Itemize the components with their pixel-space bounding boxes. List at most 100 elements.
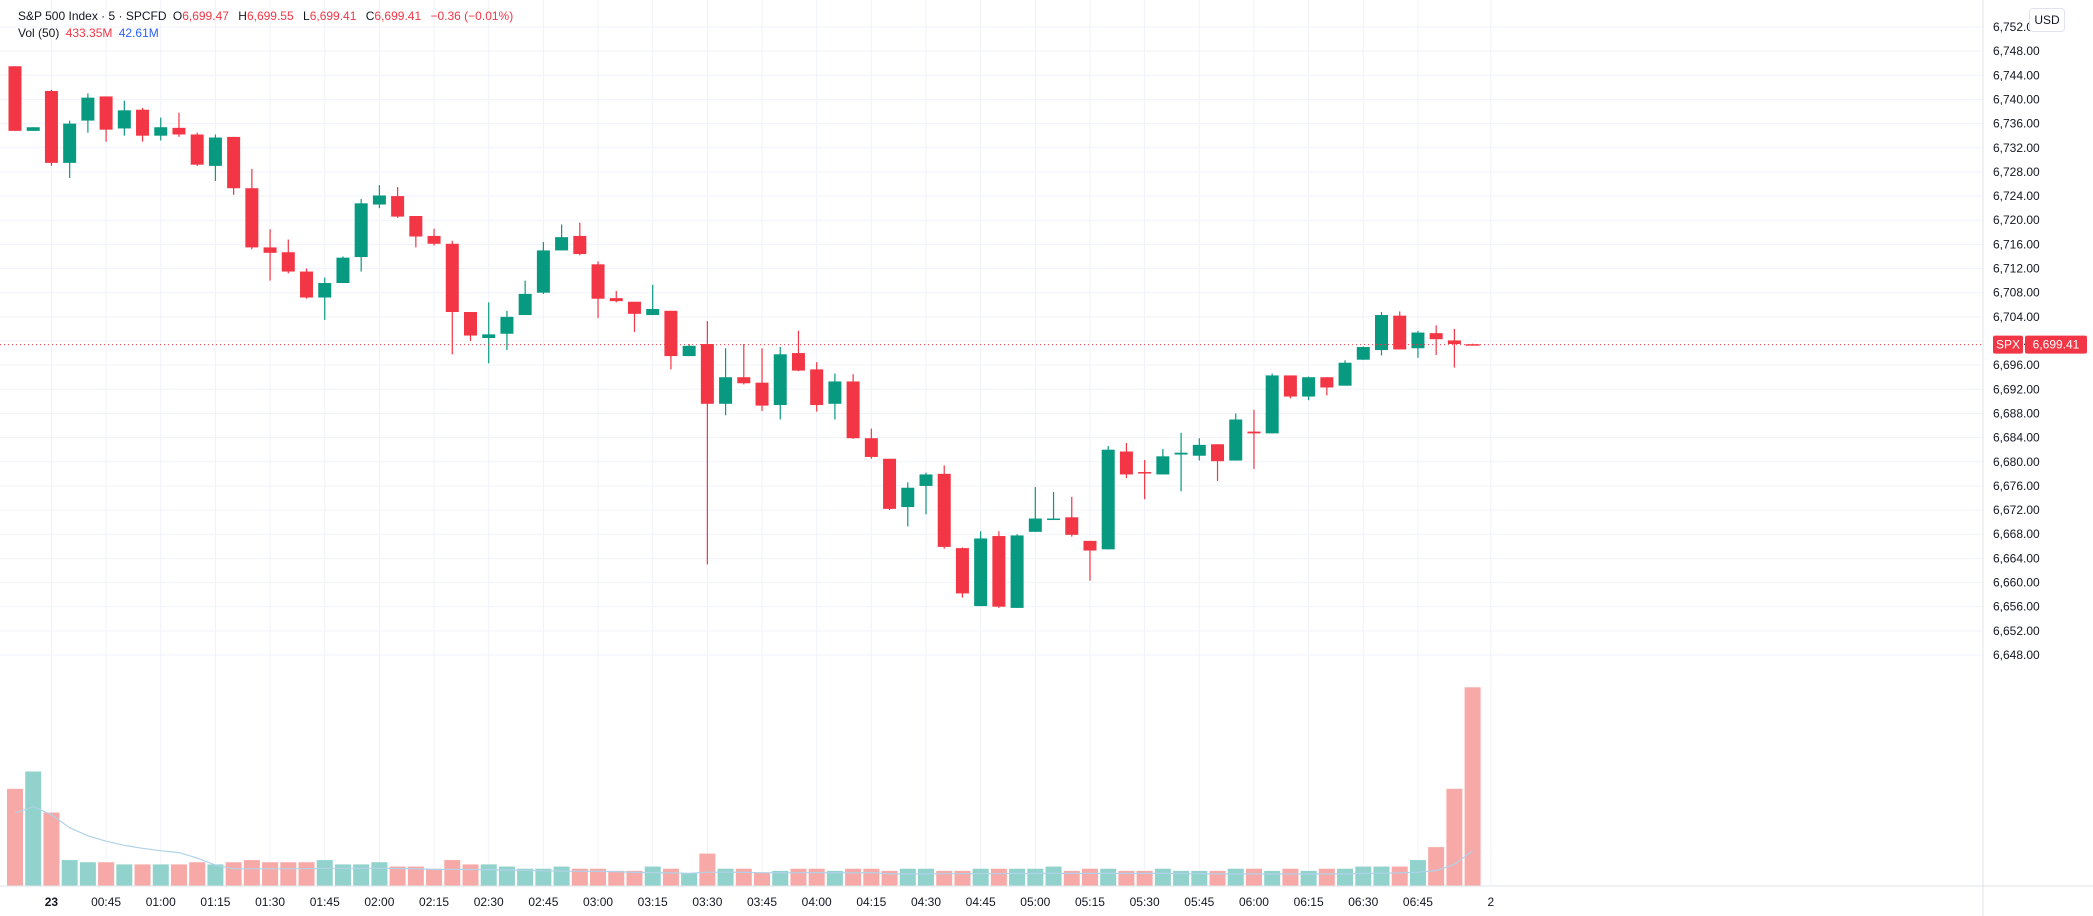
- price-tick-label: 6,728.00: [1993, 165, 2040, 179]
- volume-bars: [7, 687, 1481, 886]
- time-tick-label: 05:15: [1075, 895, 1105, 909]
- volume-bar: [662, 868, 679, 886]
- price-tick-label: 6,724.00: [1993, 189, 2040, 203]
- candle-body: [1338, 362, 1352, 386]
- volume-bar: [517, 868, 534, 886]
- candle: [846, 374, 860, 439]
- volume-bar: [407, 866, 424, 886]
- time-tick-label: 23: [45, 895, 59, 909]
- volume-bar: [316, 860, 333, 886]
- volume-bar: [61, 860, 78, 886]
- candle-body: [1265, 375, 1279, 434]
- candle-body: [737, 377, 751, 384]
- candle-body: [883, 458, 897, 509]
- volume-bar: [1446, 788, 1463, 886]
- time-tick-label: 05:00: [1020, 895, 1050, 909]
- volume-bar: [426, 868, 443, 886]
- candle: [1447, 328, 1461, 368]
- price-axis[interactable]: 6,752.00 6,748.00 6,744.00 6,740.00 6,736.00…: [1993, 20, 2040, 662]
- candle-body: [810, 369, 824, 406]
- candle-body: [1065, 517, 1079, 535]
- volume-bar: [644, 866, 661, 886]
- candle-body: [136, 109, 150, 136]
- candle-body: [1283, 375, 1297, 397]
- time-tick-label: 01:30: [255, 895, 285, 909]
- time-tick-label: 06:15: [1294, 895, 1324, 909]
- volume-bar: [170, 864, 187, 886]
- volume-bar: [553, 866, 570, 886]
- volume-bar: [681, 873, 698, 886]
- time-tick-label: 04:30: [911, 895, 941, 909]
- candle-body: [755, 382, 769, 406]
- open-value: 6,699.47: [182, 9, 229, 23]
- candle-body: [791, 353, 805, 371]
- candle: [1283, 375, 1297, 399]
- symbol-name[interactable]: S&P 500 Index · 5 · SPCFD: [18, 9, 167, 23]
- volume-bar: [826, 870, 843, 886]
- last-price-symbol: SPX: [1996, 338, 2020, 352]
- currency-button[interactable]: USD: [2029, 8, 2065, 32]
- volume-bar: [1209, 870, 1226, 886]
- volume-bar: [608, 870, 625, 886]
- candle: [1211, 444, 1225, 482]
- volume-bar: [1154, 868, 1171, 886]
- volume-bar: [535, 868, 552, 886]
- volume-bar: [116, 864, 133, 886]
- high-label: H: [238, 9, 247, 23]
- volume-ma-value: 42.61M: [118, 26, 159, 40]
- change-value: −0.36 (−0.01%): [430, 9, 514, 23]
- candlestick-series: [8, 66, 1480, 608]
- candle-body: [555, 237, 569, 251]
- candle: [791, 330, 805, 372]
- candle: [883, 458, 897, 511]
- candle: [919, 472, 933, 515]
- candle: [1138, 459, 1152, 500]
- candle-body: [1447, 340, 1461, 345]
- volume-bar: [134, 864, 151, 886]
- candle-body: [263, 247, 277, 253]
- candle: [63, 120, 77, 178]
- candle-body: [1356, 347, 1370, 360]
- candle-body: [245, 188, 259, 248]
- candle: [372, 185, 386, 209]
- volume-bar: [1191, 870, 1208, 886]
- time-tick-label: 00:45: [91, 895, 121, 909]
- candle: [682, 344, 696, 357]
- volume-bar: [571, 868, 588, 886]
- volume-bar: [881, 870, 898, 886]
- candle: [8, 66, 22, 131]
- time-axis[interactable]: 23 00:45 01:00 01:15 01:30 01:45 02:00 02:15 02:…: [45, 895, 1495, 909]
- time-tick-label: 05:45: [1184, 895, 1214, 909]
- candle: [719, 348, 733, 416]
- candle-body: [190, 134, 204, 165]
- volume-bar: [972, 868, 989, 886]
- price-tick-label: 6,720.00: [1993, 213, 2040, 227]
- volume-bar: [1355, 866, 1372, 886]
- candle: [99, 96, 113, 142]
- candle: [1010, 534, 1024, 608]
- candle: [1247, 409, 1261, 470]
- volume-bar: [225, 862, 242, 886]
- volume-bar: [1063, 870, 1080, 886]
- candle-body: [8, 66, 22, 131]
- candle: [300, 268, 314, 299]
- volume-bar: [1027, 868, 1044, 886]
- candle-body: [464, 312, 477, 336]
- time-tick-label: 06:45: [1403, 895, 1433, 909]
- volume-bar: [990, 868, 1007, 886]
- candle-body: [154, 127, 168, 136]
- candle: [955, 547, 969, 598]
- candle-body: [1101, 449, 1115, 550]
- candle: [1083, 540, 1097, 581]
- volume-legend: Vol (50) 433.35M 42.61M: [18, 25, 162, 41]
- candle: [1302, 376, 1316, 401]
- candle: [117, 100, 131, 136]
- candle: [1047, 491, 1061, 521]
- candle: [1320, 377, 1334, 396]
- time-tick-label: 02:45: [528, 895, 558, 909]
- volume-label[interactable]: Vol (50): [18, 26, 60, 40]
- candle-body: [937, 473, 951, 547]
- volume-bar: [808, 868, 825, 886]
- candle-body: [573, 235, 587, 255]
